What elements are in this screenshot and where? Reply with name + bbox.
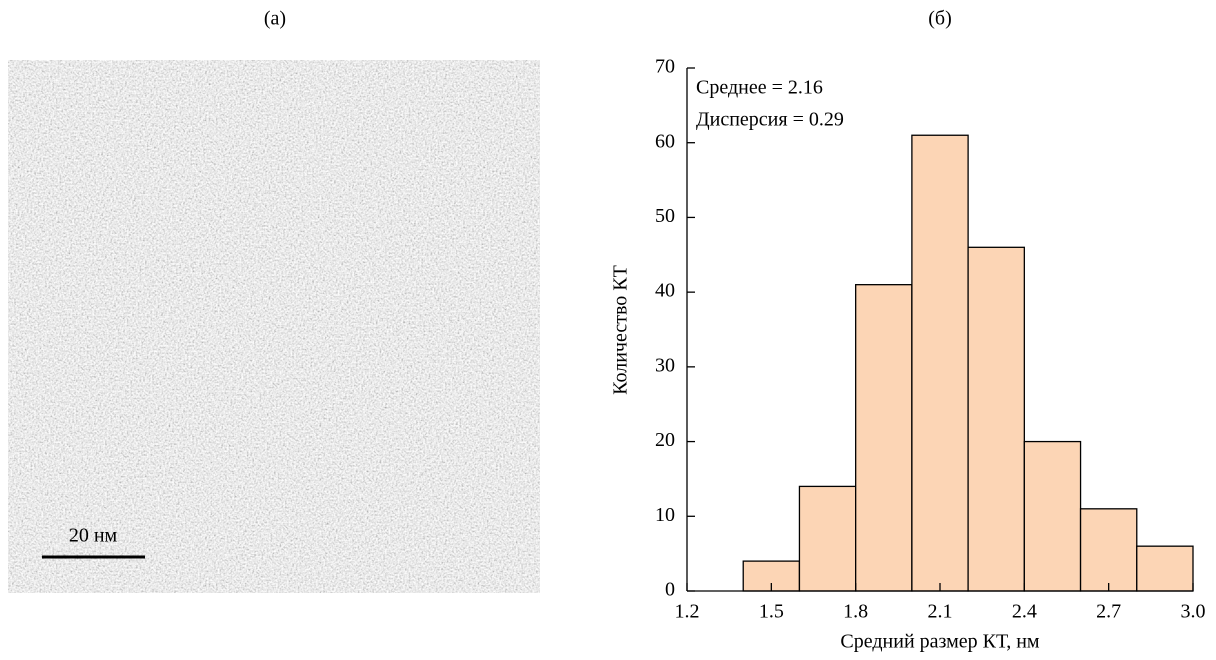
bar — [855, 284, 913, 592]
y-axis-label: Количество КТ — [610, 265, 632, 395]
tem-image — [8, 60, 540, 593]
annotation: Дисперсия = 0.29 — [696, 109, 844, 131]
y-tick-label: 60 — [655, 130, 675, 152]
bar — [911, 134, 969, 592]
bar — [798, 485, 857, 592]
y-tick-label: 70 — [655, 56, 675, 78]
x-tick-label: 2.1 — [928, 601, 953, 623]
x-tick-label: 3.0 — [1181, 601, 1206, 623]
scale-bar-label: 20 нм — [69, 525, 118, 547]
y-tick-label: 30 — [655, 354, 675, 376]
bar — [1023, 440, 1082, 592]
y-tick-label: 0 — [665, 579, 675, 601]
x-tick-label: 1.5 — [759, 601, 784, 623]
y-tick-label: 20 — [655, 429, 675, 451]
y-tick-label: 40 — [655, 280, 675, 302]
y-tick-label: 50 — [655, 205, 675, 227]
bar — [967, 246, 1025, 592]
annotation: Среднее = 2.16 — [696, 77, 823, 99]
x-tick-label: 2.7 — [1096, 601, 1121, 623]
chart-title: (б) — [928, 8, 952, 30]
panel-label: (a) — [264, 8, 286, 30]
x-tick-label: 1.2 — [675, 601, 700, 623]
x-axis-label: Средний размер КТ, нм — [840, 631, 1040, 653]
bar — [1079, 508, 1138, 592]
x-tick-label: 1.8 — [843, 601, 868, 623]
bar — [1136, 545, 1194, 592]
y-tick-label: 10 — [655, 504, 675, 526]
x-tick-label: 2.4 — [1012, 601, 1037, 623]
